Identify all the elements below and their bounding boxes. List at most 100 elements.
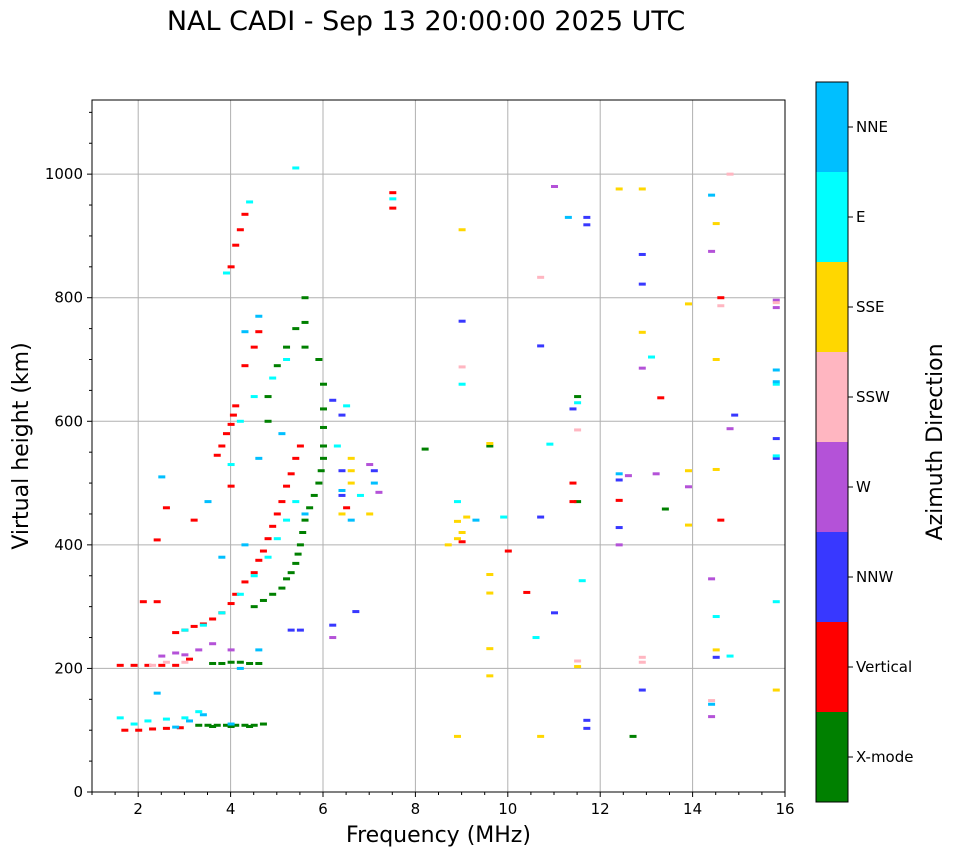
point-w xyxy=(684,485,692,489)
point-x-mode xyxy=(227,725,235,729)
point-vertical xyxy=(250,571,258,575)
point-ssw xyxy=(772,301,780,305)
point-x-mode xyxy=(209,661,217,665)
point-x-mode xyxy=(317,469,325,473)
point-e xyxy=(195,710,203,714)
point-e xyxy=(181,628,189,632)
axes-frame xyxy=(91,99,786,793)
point-vertical xyxy=(227,602,235,606)
point-ssw xyxy=(181,660,189,664)
point-nne xyxy=(255,648,263,652)
point-nnw xyxy=(615,526,623,530)
point-vertical xyxy=(135,728,143,732)
point-x-mode xyxy=(301,320,309,324)
point-x-mode xyxy=(255,661,263,665)
point-vertical xyxy=(241,364,249,368)
point-sse xyxy=(712,222,720,226)
point-vertical xyxy=(389,206,397,210)
point-vertical xyxy=(116,663,124,667)
y-tick-label: 200 xyxy=(54,659,83,677)
point-sse xyxy=(684,302,692,306)
point-sse xyxy=(366,512,374,516)
grid-lines xyxy=(92,100,786,792)
x-tick-label: 12 xyxy=(591,800,610,818)
x-tick-label: 14 xyxy=(683,800,702,818)
point-e xyxy=(116,716,124,720)
point-vertical xyxy=(232,404,240,408)
colorbar: X-mode Vertical NNW W SSW SSE E NNE xyxy=(815,81,913,803)
colorbar-tick-label: Vertical xyxy=(856,658,912,676)
point-e xyxy=(343,404,351,408)
point-e xyxy=(246,200,254,204)
point-sse xyxy=(712,358,720,361)
point-e xyxy=(218,611,226,615)
colorbar-tick-label: SSE xyxy=(856,298,885,316)
point-nne xyxy=(153,691,161,695)
point-nnw xyxy=(772,437,780,441)
y-axis-label: Virtual height (km) xyxy=(9,342,34,549)
point-ssw xyxy=(726,172,734,176)
point-sse xyxy=(458,228,466,232)
point-vertical xyxy=(241,212,249,216)
point-x-mode xyxy=(222,723,230,727)
colorbar-segment xyxy=(816,352,848,442)
point-x-mode xyxy=(315,358,323,361)
point-x-mode xyxy=(195,723,203,727)
point-vertical xyxy=(343,506,351,510)
y-tick-label: 800 xyxy=(54,289,83,307)
point-x-mode xyxy=(283,345,291,349)
point-e xyxy=(236,592,244,596)
point-nnw xyxy=(583,726,591,730)
point-nnw xyxy=(583,223,591,227)
point-nne xyxy=(708,702,716,706)
point-e xyxy=(453,500,461,504)
point-e xyxy=(458,382,466,386)
point-nnw xyxy=(583,215,591,219)
point-nnw xyxy=(329,398,337,402)
point-w xyxy=(181,653,189,657)
point-x-mode xyxy=(320,456,327,460)
point-w xyxy=(551,185,558,188)
point-x-mode xyxy=(315,481,323,485)
point-x-mode xyxy=(250,605,258,609)
colorbar-tick-label: NNE xyxy=(856,118,888,136)
point-ssw xyxy=(638,655,646,659)
point-nnw xyxy=(712,655,720,659)
point-ssw xyxy=(638,660,646,664)
point-x-mode xyxy=(320,444,327,448)
point-vertical xyxy=(236,228,244,232)
x-tick-label: 10 xyxy=(498,800,517,818)
point-sse xyxy=(486,573,494,577)
point-w xyxy=(624,474,632,478)
point-sse xyxy=(712,648,720,652)
point-x-mode xyxy=(310,493,318,497)
point-vertical xyxy=(255,330,263,334)
point-vertical xyxy=(153,538,161,542)
colorbar-tick-label: E xyxy=(856,208,865,226)
point-w xyxy=(366,463,374,467)
point-nne xyxy=(772,380,780,384)
point-sse xyxy=(453,519,461,523)
point-vertical xyxy=(139,600,147,604)
point-w xyxy=(329,636,337,640)
colorbar-segment xyxy=(816,532,848,622)
point-e xyxy=(181,716,189,720)
x-tick-label: 2 xyxy=(133,800,143,818)
point-vertical xyxy=(504,549,512,553)
point-nne xyxy=(172,725,180,729)
point-ssw xyxy=(162,660,170,664)
point-vertical xyxy=(232,592,240,596)
point-e xyxy=(574,401,582,405)
point-nnw xyxy=(583,718,591,722)
point-w xyxy=(209,642,217,646)
point-vertical xyxy=(176,726,184,730)
point-nnw xyxy=(370,469,378,473)
colorbar-segment xyxy=(816,622,848,712)
point-e xyxy=(222,271,230,275)
colorbar-frame xyxy=(815,81,849,803)
point-x-mode xyxy=(292,561,300,565)
point-x-mode xyxy=(320,382,327,386)
point-w xyxy=(172,651,180,655)
point-w xyxy=(638,366,646,370)
point-x-mode xyxy=(259,722,267,726)
